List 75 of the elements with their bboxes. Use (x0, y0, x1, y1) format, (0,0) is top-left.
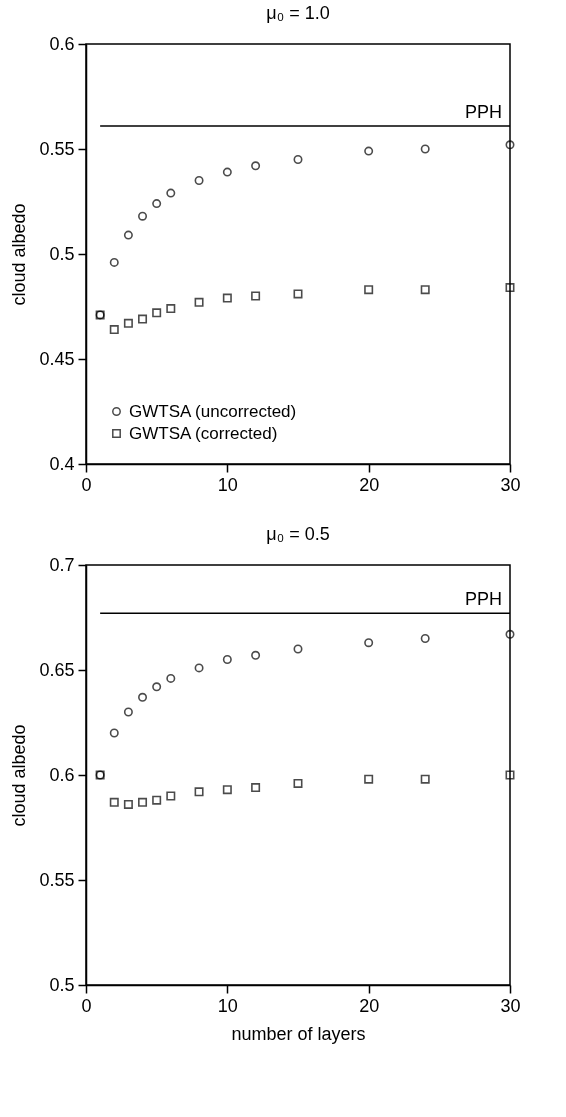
y-tick-label: 0.55 (39, 869, 75, 890)
point (364, 146, 374, 156)
y-axis-title: cloud albedo (9, 724, 30, 827)
point (152, 199, 162, 209)
point (251, 650, 261, 660)
point (293, 644, 303, 654)
point (194, 787, 204, 797)
point (138, 692, 148, 702)
point (364, 638, 374, 648)
point (109, 325, 119, 335)
x-tick-label: 30 (500, 474, 521, 495)
y-tick-label: 0.5 (49, 974, 75, 995)
x-tick-label: 0 (81, 995, 92, 1016)
chart-title: μ₀ = 1.0 (266, 3, 330, 23)
point (222, 167, 232, 177)
point (222, 785, 232, 795)
point (166, 188, 176, 198)
series-label: PPH (464, 589, 502, 610)
point (138, 797, 148, 807)
point (420, 634, 430, 643)
x-tick-label: 0 (81, 474, 92, 495)
x-tick-label: 10 (217, 995, 238, 1016)
point (420, 144, 430, 154)
x-tick-label: 20 (359, 474, 380, 495)
point (123, 799, 133, 809)
point (420, 285, 430, 295)
point (364, 285, 374, 295)
point (505, 629, 515, 639)
series-label: PPH (464, 101, 502, 122)
y-tick-label: 0.65 (39, 659, 75, 680)
point (293, 778, 303, 788)
x-tick-label: 20 (359, 995, 380, 1016)
point (222, 655, 232, 664)
point (194, 663, 204, 673)
point (152, 308, 162, 318)
point (251, 291, 261, 301)
y-tick-label: 0.4 (49, 453, 75, 474)
legend-label: GWTSA (uncorrected) (129, 401, 297, 421)
point (123, 707, 133, 717)
point (293, 289, 303, 299)
point (109, 728, 119, 738)
point (166, 791, 176, 801)
y-tick-label: 0.6 (49, 764, 75, 785)
point (505, 283, 515, 293)
point (505, 140, 515, 150)
point (505, 770, 515, 780)
point (138, 314, 148, 324)
point (166, 304, 176, 314)
y-tick-label: 0.45 (39, 348, 75, 369)
point (166, 673, 176, 683)
point (152, 682, 162, 692)
point (364, 774, 374, 784)
point (420, 774, 430, 784)
point (123, 318, 133, 328)
y-tick-label: 0.5 (49, 243, 75, 264)
point (222, 293, 232, 303)
point (138, 211, 148, 221)
point (251, 783, 261, 793)
point (123, 230, 133, 240)
y-tick-label: 0.7 (49, 554, 75, 575)
x-tick-label: 10 (217, 474, 238, 495)
point (251, 161, 261, 171)
point (152, 795, 162, 805)
y-tick-label: 0.55 (39, 138, 75, 159)
legend-label: GWTSA (corrected) (129, 423, 278, 443)
x-tick-label: 30 (500, 995, 521, 1016)
y-tick-label: 0.6 (49, 33, 75, 54)
point (194, 176, 204, 185)
y-axis-title: cloud albedo (9, 203, 30, 306)
chart-title: μ₀ = 0.5 (266, 524, 330, 544)
point (293, 155, 303, 164)
point (109, 797, 119, 807)
point (194, 297, 204, 307)
point (109, 257, 119, 267)
x-axis-title: number of layers (231, 1023, 366, 1044)
